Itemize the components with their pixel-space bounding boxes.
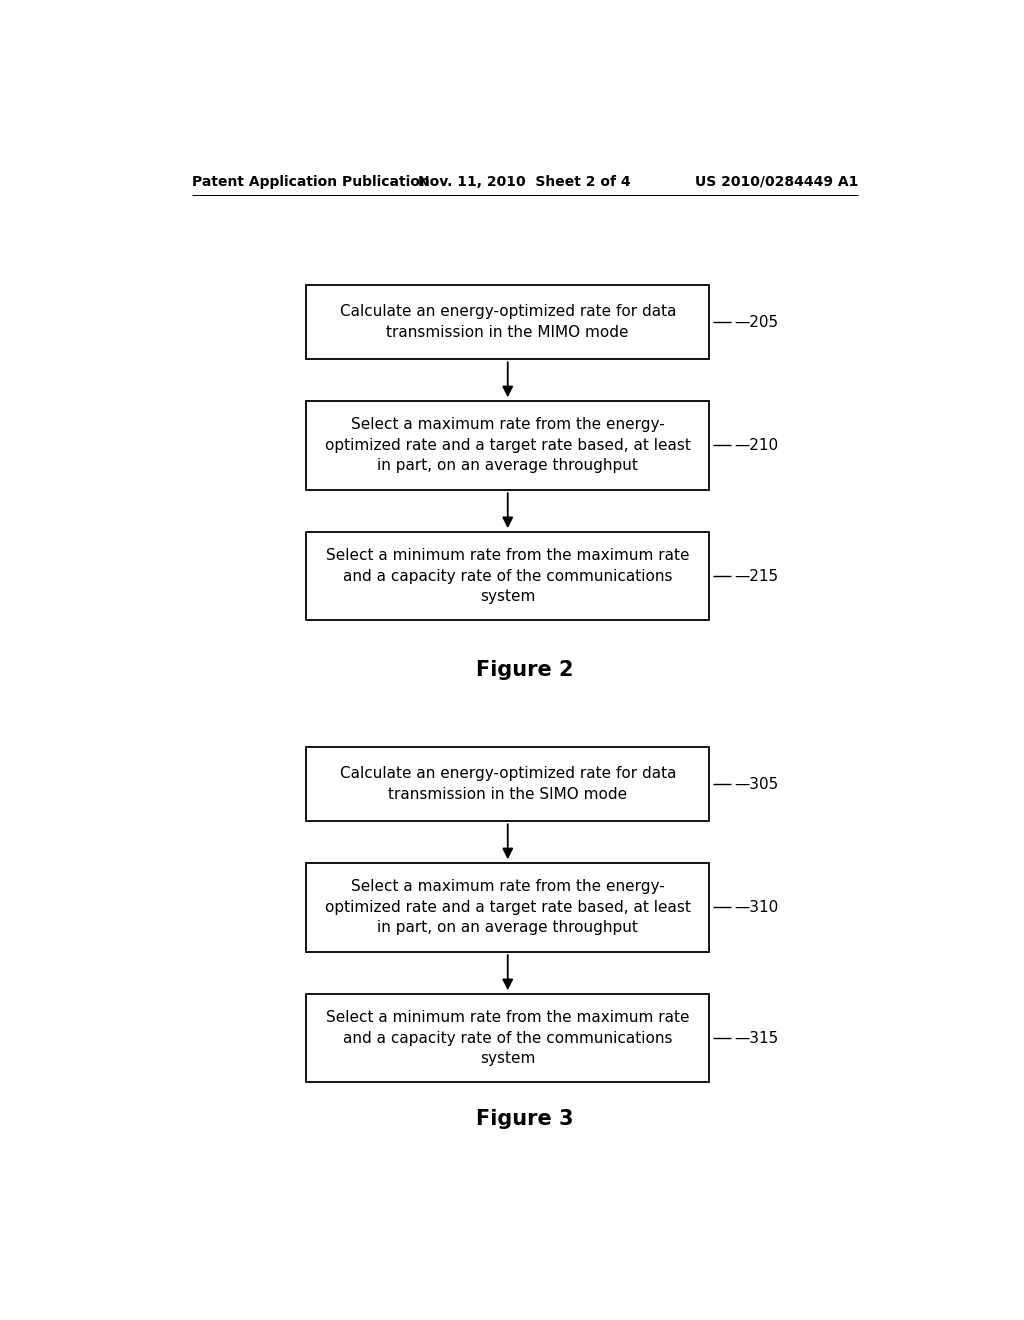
Bar bbox=[306, 747, 710, 821]
Text: Select a maximum rate from the energy-
optimized rate and a target rate based, a: Select a maximum rate from the energy- o… bbox=[325, 417, 690, 473]
Text: Select a maximum rate from the energy-
optimized rate and a target rate based, a: Select a maximum rate from the energy- o… bbox=[325, 879, 690, 935]
Text: —315: —315 bbox=[734, 1031, 778, 1045]
Text: Figure 3: Figure 3 bbox=[476, 1109, 573, 1130]
Text: —310: —310 bbox=[734, 900, 778, 915]
Bar bbox=[306, 532, 710, 620]
Bar bbox=[306, 994, 710, 1082]
Text: Calculate an energy-optimized rate for data
transmission in the SIMO mode: Calculate an energy-optimized rate for d… bbox=[340, 767, 676, 801]
Bar bbox=[306, 863, 710, 952]
Bar bbox=[306, 401, 710, 490]
Text: —305: —305 bbox=[734, 776, 778, 792]
Text: —210: —210 bbox=[734, 438, 778, 453]
Text: —205: —205 bbox=[734, 314, 778, 330]
Text: Patent Application Publication: Patent Application Publication bbox=[191, 174, 429, 189]
Text: Figure 2: Figure 2 bbox=[476, 660, 573, 680]
Text: US 2010/0284449 A1: US 2010/0284449 A1 bbox=[694, 174, 858, 189]
Text: Select a minimum rate from the maximum rate
and a capacity rate of the communica: Select a minimum rate from the maximum r… bbox=[326, 1010, 689, 1067]
Text: Select a minimum rate from the maximum rate
and a capacity rate of the communica: Select a minimum rate from the maximum r… bbox=[326, 548, 689, 605]
Text: Nov. 11, 2010  Sheet 2 of 4: Nov. 11, 2010 Sheet 2 of 4 bbox=[419, 174, 631, 189]
Text: —215: —215 bbox=[734, 569, 778, 583]
Bar bbox=[306, 285, 710, 359]
Text: Calculate an energy-optimized rate for data
transmission in the MIMO mode: Calculate an energy-optimized rate for d… bbox=[340, 305, 676, 339]
